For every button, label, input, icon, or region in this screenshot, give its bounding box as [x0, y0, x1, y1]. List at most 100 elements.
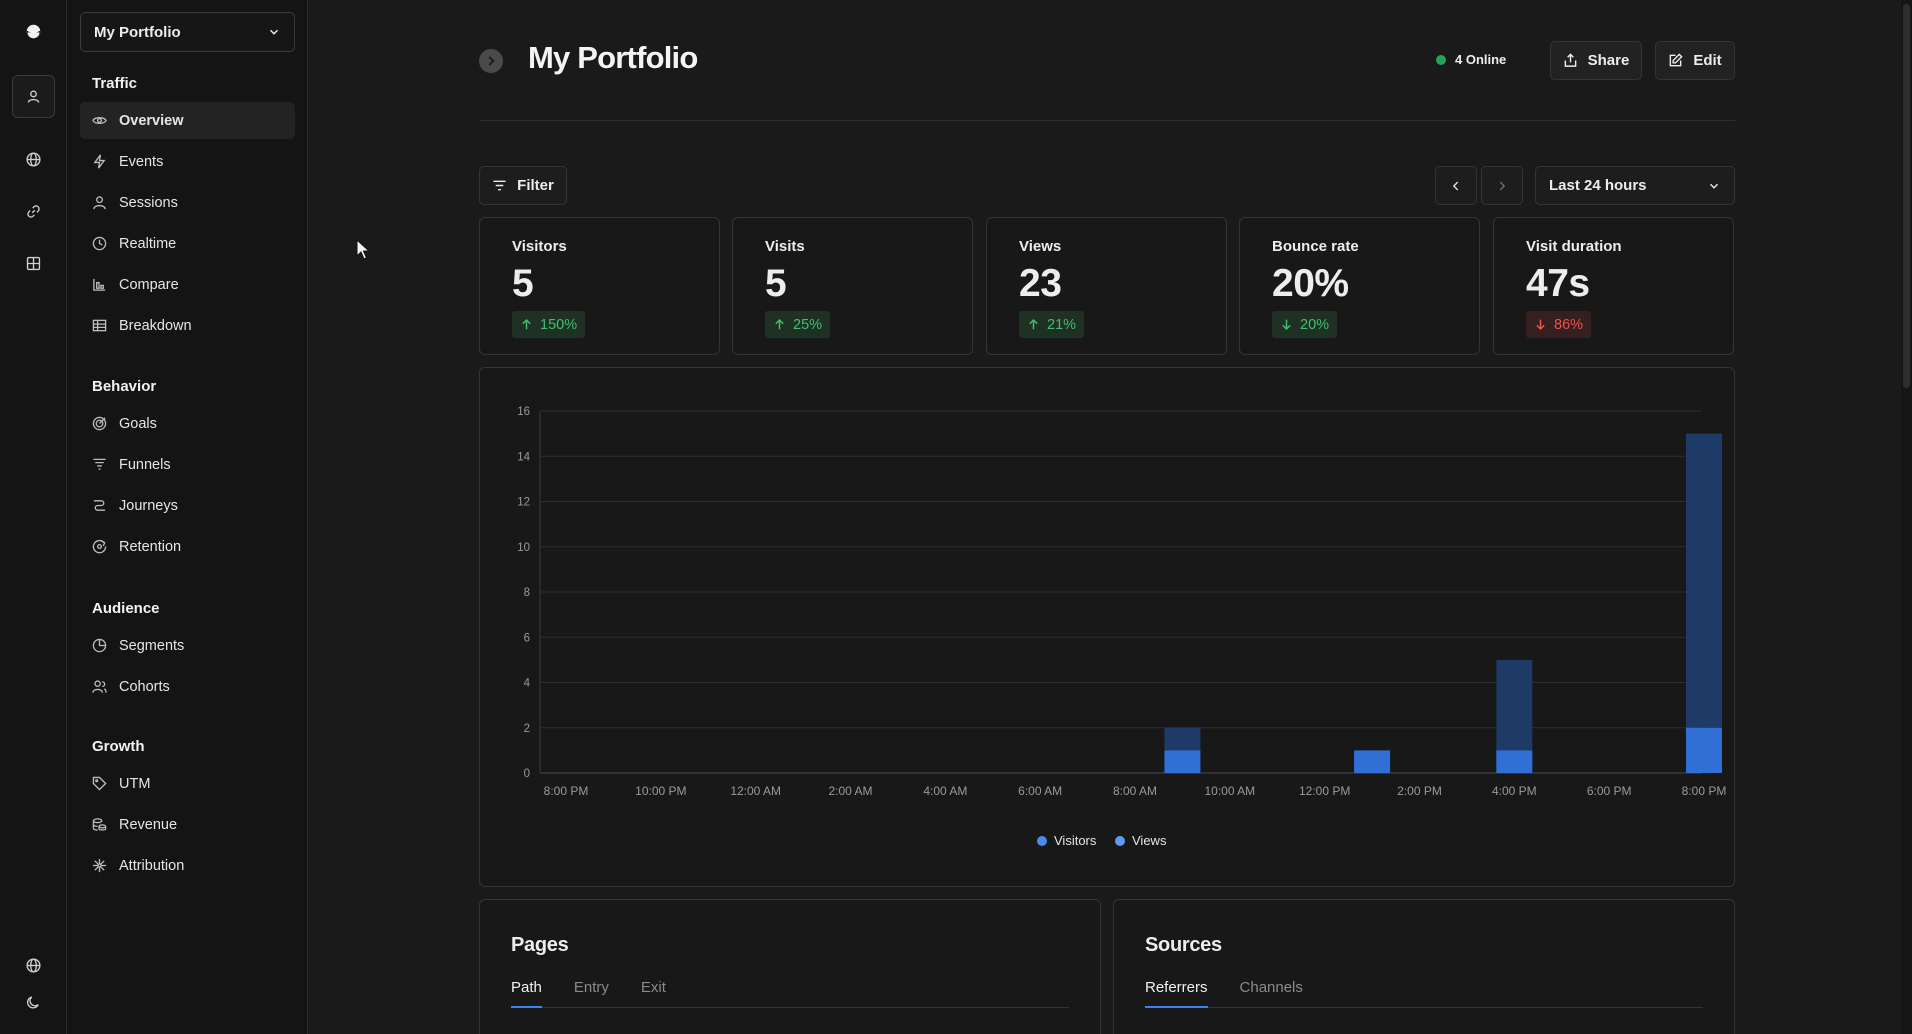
nav-section-growth: Growth UTM Revenue Attribution	[80, 727, 295, 888]
share-button-label: Share	[1587, 52, 1630, 69]
x-tick-label: 10:00 PM	[635, 784, 686, 798]
tab-path[interactable]: Path	[511, 978, 542, 1008]
sidebar-item-cohorts[interactable]: Cohorts	[80, 668, 295, 705]
metric-label: Visitors	[512, 238, 567, 255]
sidebar-item-label: Compare	[119, 276, 179, 293]
edit-button[interactable]: Edit	[1655, 41, 1735, 80]
filter-icon	[493, 180, 506, 191]
x-tick-label: 4:00 AM	[923, 784, 967, 798]
previous-range-button[interactable]	[1435, 166, 1477, 205]
metric-card-visit-duration: Visit duration 47s 86%	[1493, 217, 1734, 355]
sidebar-item-overview[interactable]: Overview	[80, 102, 295, 139]
sidebar-item-label: Cohorts	[119, 678, 170, 695]
scrollbar-thumb[interactable]	[1903, 4, 1910, 388]
funnel-icon	[93, 458, 106, 470]
metric-change-value: 86%	[1554, 316, 1584, 333]
filter-button[interactable]: Filter	[479, 166, 567, 205]
sidebar-item-utm[interactable]: UTM	[80, 765, 295, 802]
app-logo-icon[interactable]	[12, 10, 55, 53]
metric-change-badge: 25%	[765, 311, 831, 338]
user-icon[interactable]	[12, 75, 55, 118]
sources-panel: Sources Referrers Channels	[1113, 899, 1735, 1034]
sidebar-item-label: Revenue	[119, 816, 178, 833]
next-range-button[interactable]	[1481, 166, 1523, 205]
scrollbar[interactable]	[1901, 0, 1912, 1034]
metric-change-badge: 150%	[512, 311, 586, 338]
network-icon	[92, 858, 107, 873]
arrow-up-icon	[522, 318, 531, 330]
metric-value: 47s	[1526, 262, 1590, 305]
metric-card-views: Views 23 21%	[986, 217, 1227, 355]
metric-label: Visits	[765, 238, 805, 255]
arrow-down-icon	[1536, 319, 1545, 331]
x-tick-label: 8:00 PM	[544, 784, 589, 798]
date-range-label: Last 24 hours	[1549, 177, 1647, 194]
tab-entry[interactable]: Entry	[573, 979, 609, 996]
x-tick-label: 6:00 PM	[1587, 784, 1632, 798]
coins-icon	[92, 818, 107, 831]
metric-change-badge: 20%	[1272, 311, 1338, 338]
user-icon	[93, 196, 106, 210]
sidebar-item-realtime[interactable]: Realtime	[80, 225, 295, 262]
link-icon[interactable]	[12, 190, 55, 233]
website-select[interactable]: My Portfolio	[80, 12, 295, 52]
chevron-left-icon	[1452, 181, 1459, 190]
bar-visitors	[1164, 750, 1201, 773]
tab-exit[interactable]: Exit	[640, 979, 666, 996]
panel-title: Sources	[1145, 934, 1222, 956]
journey-icon	[93, 500, 106, 511]
tab-referrers[interactable]: Referrers	[1145, 978, 1208, 1008]
y-tick-label: 6	[524, 632, 530, 644]
y-tick-label: 4	[524, 678, 531, 690]
language-globe-icon[interactable]	[12, 944, 55, 987]
metric-label: Visit duration	[1526, 238, 1622, 255]
sidebar-item-segments[interactable]: Segments	[80, 627, 295, 664]
x-tick-label: 6:00 AM	[1018, 784, 1062, 798]
edit-button-label: Edit	[1693, 52, 1722, 69]
table-icon	[92, 319, 107, 332]
sidebar-item-label: Events	[119, 153, 164, 170]
sidebar-item-breakdown[interactable]: Breakdown	[80, 307, 295, 344]
lightning-icon	[93, 154, 106, 169]
y-tick-label: 10	[517, 542, 530, 554]
chevron-right-icon	[1499, 181, 1506, 190]
website-select-label: My Portfolio	[94, 23, 181, 41]
metric-value: 20%	[1272, 262, 1349, 305]
share-button[interactable]: Share	[1550, 41, 1642, 80]
sidebar-item-compare[interactable]: Compare	[80, 266, 295, 303]
sidebar-item-label: UTM	[119, 775, 151, 792]
pages-tabs: Path Entry Exit	[511, 978, 1069, 1008]
sidebar-item-label: Overview	[119, 112, 184, 129]
bar-views	[1164, 727, 1201, 751]
sidebar-item-goals[interactable]: Goals	[80, 405, 295, 442]
moon-icon[interactable]	[12, 981, 55, 1024]
sidebar-item-retention[interactable]: Retention	[80, 528, 295, 565]
nav-section-title: Traffic	[92, 74, 138, 92]
arrow-up-icon	[1029, 318, 1038, 330]
sidebar-item-label: Goals	[119, 415, 157, 432]
metric-label: Views	[1019, 238, 1062, 255]
sidebar-item-events[interactable]: Events	[80, 143, 295, 180]
sidebar-item-attribution[interactable]: Attribution	[80, 847, 295, 884]
nav-section-title: Growth	[92, 737, 145, 755]
sidebar-item-revenue[interactable]: Revenue	[80, 806, 295, 843]
sidebar-item-funnels[interactable]: Funnels	[80, 446, 295, 483]
tab-channels[interactable]: Channels	[1239, 979, 1303, 996]
nav-section-title: Audience	[92, 599, 160, 617]
nav-section-traffic: Traffic Overview Events Sessions Realtim…	[80, 64, 295, 348]
sidebar-item-sessions[interactable]: Sessions	[80, 184, 295, 221]
grid-icon[interactable]	[12, 242, 55, 285]
back-button[interactable]	[479, 49, 503, 73]
x-tick-label: 8:00 PM	[1682, 784, 1727, 798]
traffic-chart-card: 0 2 4 6 8 10 12 14 16 8:00 PM 10:00 PM 12:00 AM 2:00…	[479, 367, 1735, 887]
globe-icon[interactable]	[12, 138, 55, 181]
arrow-down-icon	[1282, 319, 1291, 331]
metric-change-badge: 21%	[1019, 311, 1085, 338]
y-tick-label: 8	[524, 587, 530, 599]
sidebar-item-label: Journeys	[119, 497, 178, 514]
nav-section-audience: Audience Segments Cohorts	[80, 589, 295, 709]
sidebar-item-label: Segments	[119, 637, 185, 654]
sidebar-item-journeys[interactable]: Journeys	[80, 487, 295, 524]
date-range-select[interactable]: Last 24 hours	[1535, 166, 1735, 205]
